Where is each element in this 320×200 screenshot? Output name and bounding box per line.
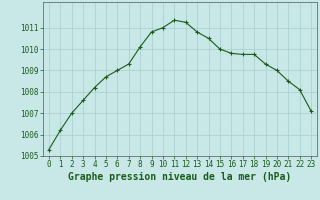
- X-axis label: Graphe pression niveau de la mer (hPa): Graphe pression niveau de la mer (hPa): [68, 172, 292, 182]
